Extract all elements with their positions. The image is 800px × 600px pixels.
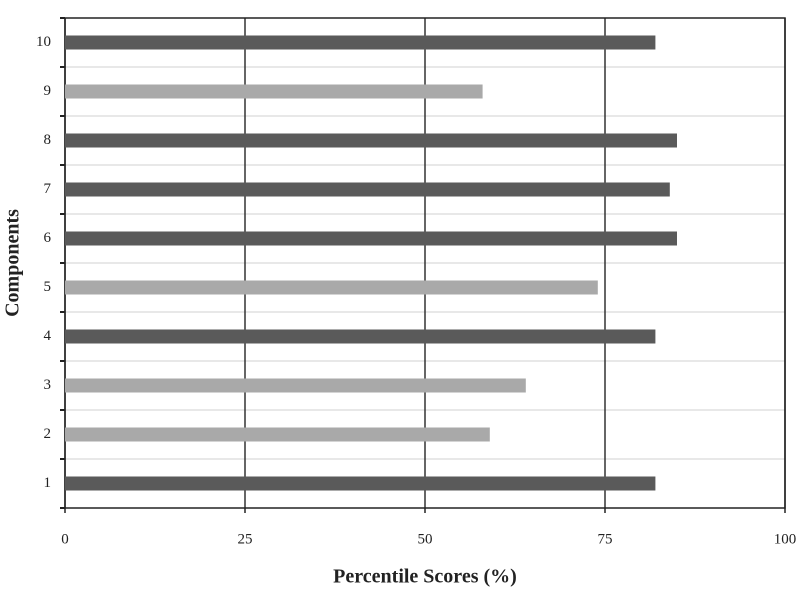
bar — [65, 280, 598, 295]
bar — [65, 182, 670, 197]
bar — [65, 133, 677, 148]
x-tick-label: 50 — [418, 531, 433, 547]
y-tick-label: 9 — [44, 83, 52, 99]
y-tick-label: 3 — [44, 377, 52, 393]
x-axis-title: Percentile Scores (%) — [333, 566, 517, 588]
y-tick-label: 1 — [44, 475, 52, 491]
plot-frame — [64, 17, 786, 509]
x-tick-label: 25 — [238, 531, 253, 547]
x-tick-label: 75 — [598, 531, 613, 547]
y-tick-label: 4 — [44, 328, 52, 344]
y-tick-label: 10 — [36, 34, 51, 50]
y-tick-label: 8 — [44, 132, 52, 148]
bar — [65, 476, 656, 491]
x-tick-label: 100 — [774, 531, 797, 547]
bar — [65, 329, 656, 344]
y-tick-label: 2 — [44, 426, 52, 442]
bar — [65, 427, 490, 442]
bar — [65, 378, 526, 393]
y-tick-label: 6 — [44, 230, 52, 246]
bar — [65, 35, 656, 50]
bar — [65, 231, 677, 246]
y-tick-label: 5 — [44, 279, 52, 295]
x-tick-label: 0 — [61, 531, 69, 547]
y-tick-label: 7 — [44, 181, 52, 197]
bar — [65, 84, 483, 99]
y-axis-title: Components — [2, 209, 24, 317]
